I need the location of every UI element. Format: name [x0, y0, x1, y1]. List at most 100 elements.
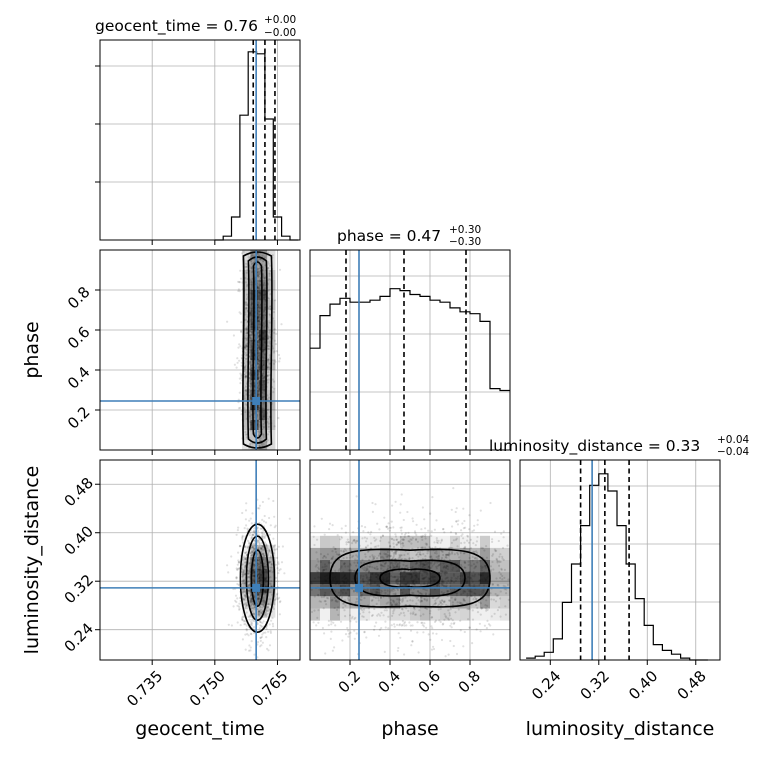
sample-point: [271, 254, 274, 257]
sample-point: [373, 628, 376, 632]
sample-point: [250, 330, 253, 333]
sample-point: [257, 594, 260, 597]
sample-point: [248, 575, 251, 578]
sample-point: [270, 584, 273, 587]
sample-point: [235, 577, 238, 580]
sample-point: [232, 605, 235, 608]
sample-point: [457, 519, 460, 522]
sample-point: [349, 631, 352, 634]
y-tick-label-phase-0: 0.2: [64, 403, 94, 433]
sample-point: [493, 530, 497, 533]
sample-point: [244, 385, 247, 388]
sample-point: [245, 345, 248, 348]
sample-point: [453, 621, 456, 625]
sample-point: [238, 343, 241, 346]
density-cell: [430, 608, 440, 621]
sample-point: [249, 597, 252, 600]
sample-point: [236, 621, 239, 624]
density-cell: [490, 584, 500, 597]
sample-point: [275, 332, 278, 335]
sample-point: [241, 538, 244, 541]
sample-point: [246, 283, 249, 286]
sample-point: [253, 432, 256, 435]
density-cell: [500, 536, 510, 548]
sample-point: [277, 353, 281, 357]
sample-point: [281, 545, 284, 548]
sample-point: [244, 389, 248, 393]
sample-point: [276, 556, 279, 560]
sample-point: [330, 630, 333, 633]
density-cell: [410, 535, 420, 548]
sample-point: [269, 555, 272, 558]
density-cell: [242, 320, 251, 330]
sample-point: [258, 271, 261, 274]
sample-point: [250, 522, 253, 525]
density-cell: [320, 608, 330, 621]
panel-frame: [99, 39, 301, 241]
x-tick-label-phase-0: 0.2: [335, 667, 365, 697]
sample-point: [248, 415, 251, 418]
sample-point: [432, 647, 436, 651]
sample-point: [244, 344, 247, 347]
sample-point: [260, 546, 263, 550]
sample-point: [230, 555, 233, 558]
sample-point: [317, 621, 320, 624]
sample-point: [267, 649, 270, 652]
sample-point: [347, 629, 350, 632]
sample-point: [387, 627, 390, 630]
sample-point: [267, 408, 270, 411]
title-luminosity-distance: luminosity_distance = 0.33: [489, 437, 700, 456]
sample-point: [245, 343, 248, 346]
sample-point: [244, 410, 247, 414]
sample-point: [268, 331, 271, 334]
sample-point: [461, 522, 464, 525]
density-cell: [310, 560, 320, 573]
sample-point: [344, 633, 348, 636]
sample-point: [268, 289, 271, 292]
sample-point: [236, 529, 239, 532]
sample-point: [268, 340, 271, 343]
sample-point: [346, 626, 349, 630]
sample-point: [253, 258, 256, 261]
density-cell: [258, 330, 268, 340]
density-cell: [242, 330, 251, 340]
sample-point: [263, 514, 266, 518]
sample-point: [324, 652, 327, 655]
density-cell: [470, 535, 480, 548]
density-cell: [380, 608, 390, 621]
sample-point: [253, 412, 256, 415]
sample-point: [250, 333, 254, 336]
sample-point: [249, 337, 252, 340]
sample-point: [409, 624, 412, 627]
sample-point: [250, 598, 253, 601]
sample-point: [252, 563, 255, 566]
sample-point: [412, 520, 415, 523]
sample-point: [245, 329, 248, 332]
sample-point: [249, 632, 252, 635]
sample-point: [272, 625, 275, 628]
sample-point: [238, 290, 241, 293]
sample-point: [257, 254, 260, 257]
sample-point: [397, 646, 400, 650]
sample-point: [268, 264, 271, 267]
sample-point: [242, 597, 245, 600]
sample-point: [256, 539, 259, 542]
sample-point: [269, 566, 272, 570]
sample-point: [244, 594, 247, 597]
sample-point: [252, 254, 255, 257]
density-cell: [258, 400, 268, 410]
sample-point: [429, 638, 432, 641]
sample-point: [433, 528, 436, 531]
density-cell: [258, 370, 268, 380]
sample-point: [489, 501, 492, 505]
sample-point: [257, 273, 260, 276]
sample-point: [236, 604, 239, 607]
sample-point: [245, 502, 248, 505]
sample-point: [236, 361, 239, 364]
sample-point: [243, 555, 246, 558]
sample-point: [236, 582, 239, 586]
sample-point: [315, 624, 318, 627]
sample-point: [261, 641, 264, 644]
sample-point: [431, 632, 435, 635]
sample-point: [257, 597, 260, 600]
